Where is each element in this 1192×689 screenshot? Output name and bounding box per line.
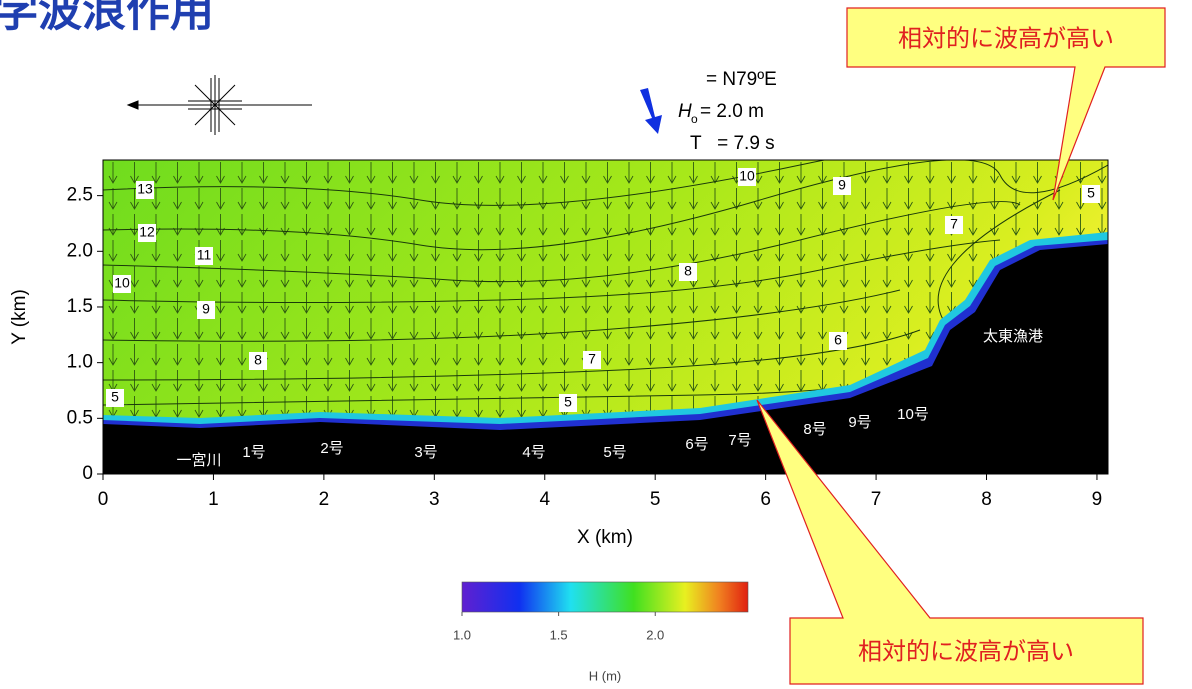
y-tick-label: 1.5 xyxy=(67,296,93,317)
direction: = N79ºE xyxy=(706,69,777,90)
place-label: 9号 xyxy=(848,414,871,431)
place-label: 2号 xyxy=(320,440,343,457)
x-tick-label: 9 xyxy=(1092,489,1103,510)
contour-label: 7 xyxy=(950,216,958,232)
colorbar-label: H (m) xyxy=(589,668,622,683)
contour-label: 7 xyxy=(588,351,596,367)
x-tick-label: 3 xyxy=(429,489,440,510)
contour-label: 6 xyxy=(834,332,842,348)
place-label: 5号 xyxy=(603,444,626,461)
contour-label: 11 xyxy=(197,247,212,263)
place-label: 1号 xyxy=(242,444,265,461)
wave-field xyxy=(103,136,1108,474)
y-tick-label: 1.0 xyxy=(67,352,93,373)
callout-text: 相対的に波高が高い xyxy=(898,25,1114,52)
slide: 学波浪作用 = N79ºE H o = 2.0 m T = 7.9 s X (k… xyxy=(0,0,1192,689)
contour-label: 5 xyxy=(1087,185,1095,201)
x-axis-label: X (km) xyxy=(577,527,633,548)
x-tick-label: 4 xyxy=(539,489,550,510)
wave-direction-arrow xyxy=(640,88,662,134)
place-label: 一宮川 xyxy=(176,452,221,469)
contour-label: 8 xyxy=(684,263,692,279)
callout-text: 相対的に波高が高い xyxy=(858,638,1074,665)
place-label: 7号 xyxy=(728,432,751,449)
x-tick-label: 1 xyxy=(208,489,219,510)
x-tick-label: 2 xyxy=(319,489,330,510)
place-label: 6号 xyxy=(685,436,708,453)
x-tick-label: 7 xyxy=(871,489,882,510)
wave-params: = N79ºE H o = 2.0 m T = 7.9 s xyxy=(678,69,777,154)
place-label: 太東漁港 xyxy=(983,328,1043,345)
compass xyxy=(128,75,312,135)
y-tick-label: 2.0 xyxy=(67,240,93,261)
colorbar-tick-label: 2.0 xyxy=(646,627,664,642)
contour-label: 9 xyxy=(838,177,846,193)
place-label: 3号 xyxy=(414,444,437,461)
contour-label: 9 xyxy=(202,301,210,317)
x-tick-label: 5 xyxy=(650,489,661,510)
y-tick-label: 2.5 xyxy=(67,185,93,206)
colorbar-tick-label: 1.5 xyxy=(550,627,568,642)
x-tick-label: 0 xyxy=(98,489,109,510)
contour-label: 13 xyxy=(137,181,153,197)
height-subscript: o xyxy=(691,112,698,126)
contour-label: 5 xyxy=(564,394,572,410)
height: = 2.0 m xyxy=(700,101,764,122)
contour-label: 8 xyxy=(254,352,262,368)
x-tick-label: 8 xyxy=(981,489,992,510)
contour-label: 10 xyxy=(114,275,130,291)
y-axis-label: Y (km) xyxy=(9,289,30,345)
place-label: 4号 xyxy=(522,444,545,461)
colorbar-tick-label: 1.0 xyxy=(453,627,471,642)
contour-label: 5 xyxy=(111,389,119,405)
height-symbol: H xyxy=(678,101,692,122)
contour-label: 10 xyxy=(739,168,755,184)
contour-label: 12 xyxy=(139,224,155,240)
y-tick-label: 0.5 xyxy=(67,407,93,428)
colorbar: H (m) xyxy=(462,582,748,683)
x-tick-label: 6 xyxy=(760,489,771,510)
period: T = 7.9 s xyxy=(690,133,775,154)
y-tick-label: 0 xyxy=(82,463,93,484)
place-label: 8号 xyxy=(803,421,826,438)
title: 学波浪作用 xyxy=(0,0,214,36)
place-label: 10号 xyxy=(897,406,929,423)
